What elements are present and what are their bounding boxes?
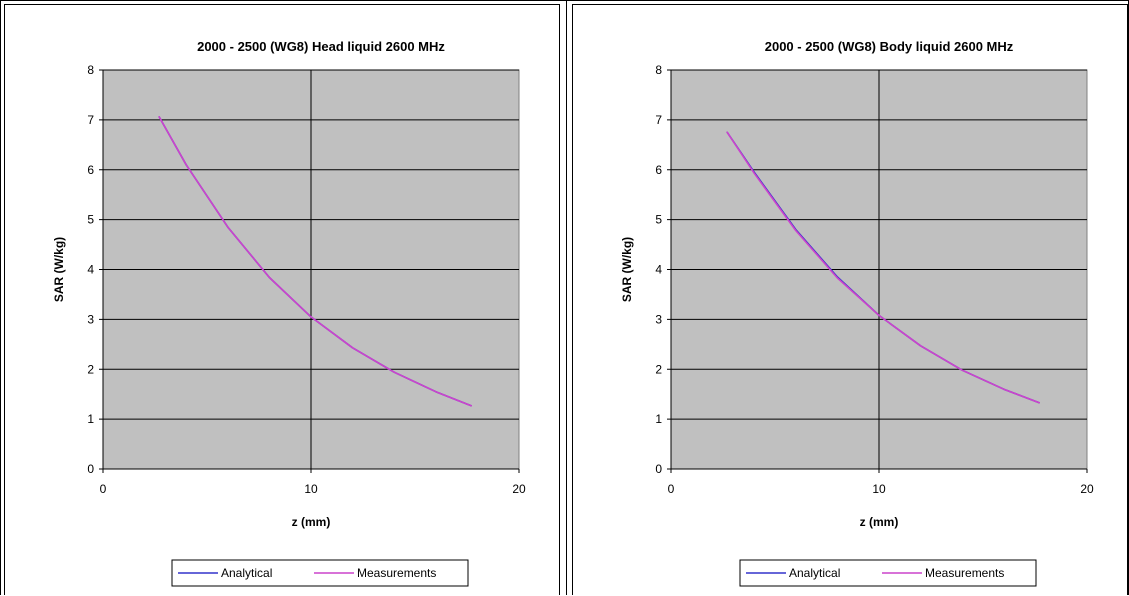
legend-label-measurements: Measurements [357,566,436,580]
y-tick-label: 6 [655,163,662,177]
x-axis-label: z (mm) [292,515,331,529]
y-tick-label: 3 [87,312,94,326]
y-tick-label: 1 [87,412,94,426]
series-line-measurements [158,116,472,407]
chart-title: 2000 - 2500 (WG8) Body liquid 2600 MHz [765,39,1014,54]
y-tick-label: 2 [87,362,94,376]
legend-label-analytical: Analytical [789,566,840,580]
y-tick-label: 5 [87,213,94,227]
y-axis-label: SAR (W/kg) [52,237,66,302]
x-tick-label: 10 [872,482,886,496]
y-tick-label: 4 [655,263,662,277]
y-tick-label: 7 [655,113,662,127]
x-tick-label: 20 [512,482,526,496]
legend-box [739,559,1037,587]
y-tick-label: 2 [655,362,662,376]
y-tick-label: 0 [87,462,94,476]
y-tick-label: 0 [655,462,662,476]
y-tick-label: 4 [87,263,94,277]
legend: Analytical Measurements [739,559,1037,587]
x-tick-label: 0 [100,482,107,496]
y-tick-label: 8 [655,63,662,77]
chart-panel-body: 2000 - 2500 (WG8) Body liquid 2600 MHz 0 1… [572,4,1128,595]
series-line-measurements [726,131,1040,404]
legend-label-analytical: Analytical [221,566,272,580]
legend-label-measurements: Measurements [925,566,1004,580]
x-tick-label: 20 [1080,482,1094,496]
y-tick-label: 1 [655,412,662,426]
chart-head-liquid: 2000 - 2500 (WG8) Head liquid 2600 MHz 0 1… [52,39,526,587]
panel-divider [566,0,567,595]
y-axis-label: SAR (W/kg) [620,237,634,302]
x-axis-label: z (mm) [860,515,899,529]
legend: Analytical Measurements [171,559,469,587]
y-tick-label: 8 [87,63,94,77]
y-tick-label: 6 [87,163,94,177]
y-tick-label: 7 [87,113,94,127]
x-tick-label: 0 [668,482,675,496]
chart-body-liquid: 2000 - 2500 (WG8) Body liquid 2600 MHz 0 1… [620,39,1094,587]
y-tick-label: 5 [655,213,662,227]
chart-title: 2000 - 2500 (WG8) Head liquid 2600 MHz [197,39,445,54]
x-tick-label: 10 [304,482,318,496]
y-tick-label: 3 [655,312,662,326]
chart-panel-head: 2000 - 2500 (WG8) Head liquid 2600 MHz 0 1… [4,4,560,595]
legend-box [171,559,469,587]
